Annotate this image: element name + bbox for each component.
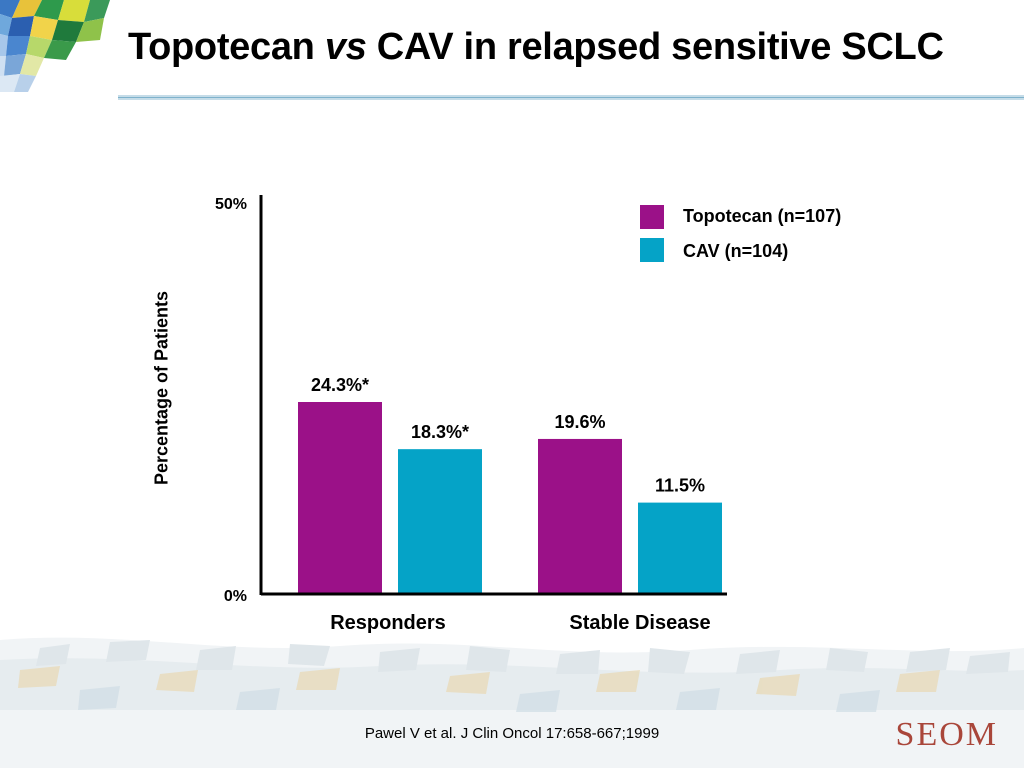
y-tick-label-bottom: 0%	[224, 588, 247, 605]
legend-label-cav: CAV (n=104)	[683, 241, 789, 261]
mosaic-background-band	[0, 637, 1024, 768]
data-label-topotecan-stable-disease: 19.6%	[554, 412, 605, 432]
title-underline	[118, 95, 1024, 100]
category-label-stable-disease: Stable Disease	[569, 612, 710, 634]
legend-swatch-topotecan	[640, 205, 664, 229]
bar-topotecan-responders	[298, 402, 382, 593]
bar-cav-responders	[398, 449, 482, 593]
y-axis-label: Percentage of Patients	[151, 290, 172, 486]
bar-topotecan-stable-disease	[538, 438, 622, 593]
legend-swatch-cav	[640, 238, 664, 262]
legend-label-topotecan: Topotecan (n=107)	[683, 206, 842, 226]
data-label-cav-stable-disease: 11.5%	[655, 476, 705, 496]
seom-logo: SEOM	[895, 716, 998, 753]
page-title: Topotecan vs CAV in relapsed sensitive S…	[128, 26, 944, 68]
y-tick-label-top: 50%	[215, 196, 247, 213]
citation: Pawel V et al. J Clin Oncol 17:658-667;1…	[364, 725, 660, 742]
data-label-topotecan-responders: 24.3%*	[311, 375, 369, 395]
mosaic-logo-icon	[0, 0, 118, 92]
data-label-cav-responders: 18.3%*	[411, 422, 469, 442]
bar-cav-stable-disease	[638, 502, 722, 593]
category-label-responders: Responders	[330, 612, 446, 634]
